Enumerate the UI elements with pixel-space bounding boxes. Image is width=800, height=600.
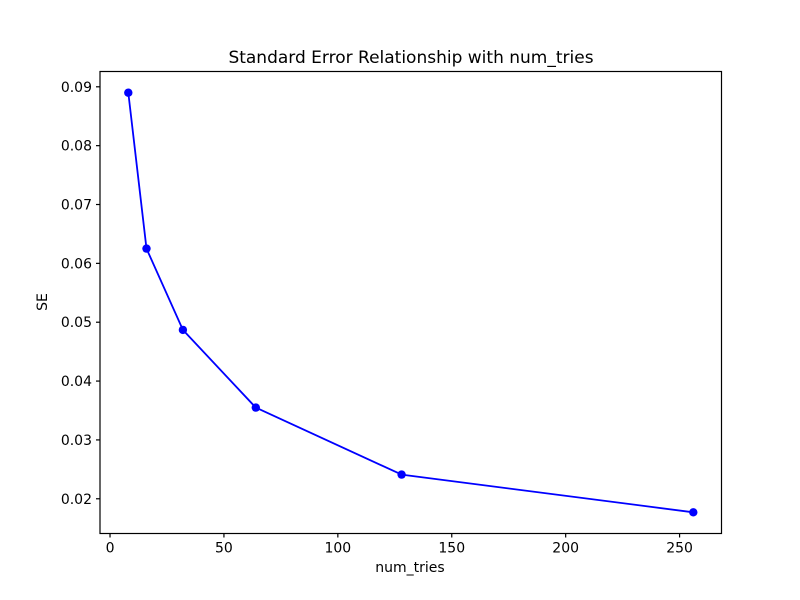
data-point	[124, 88, 133, 97]
y-tick-label: 0.02	[61, 492, 92, 508]
y-tick-label: 0.06	[61, 256, 92, 272]
data-point	[251, 403, 260, 412]
x-tick-label: 200	[552, 541, 579, 557]
x-tick-label: 0	[106, 541, 115, 557]
data-line	[127, 91, 695, 514]
y-tick-label: 0.05	[61, 315, 92, 331]
y-axis-label: SE	[35, 293, 51, 311]
y-tick-label: 0.03	[61, 433, 92, 449]
chart-title: Standard Error Relationship with num_tri…	[228, 48, 593, 68]
x-tick-label: 250	[666, 541, 693, 557]
data-point	[689, 508, 698, 517]
data-point	[397, 470, 406, 479]
x-tick-label: 100	[324, 541, 351, 557]
data-point	[142, 244, 151, 253]
plot-spines	[99, 70, 723, 535]
y-tick-label: 0.04	[61, 374, 92, 390]
plot-area: 0 50 100 150 200 250 0.02 0.03 0.04 0.05 0.06 0.07 0…	[61, 70, 723, 557]
x-tick-label: 150	[438, 541, 465, 557]
y-tick-label: 0.07	[61, 198, 92, 214]
x-axis-label: num_tries	[375, 560, 444, 576]
y-tick-label: 0.08	[61, 139, 92, 155]
x-tick-label: 50	[215, 541, 233, 557]
data-point	[178, 325, 188, 335]
y-tick-label: 0.09	[61, 80, 92, 96]
